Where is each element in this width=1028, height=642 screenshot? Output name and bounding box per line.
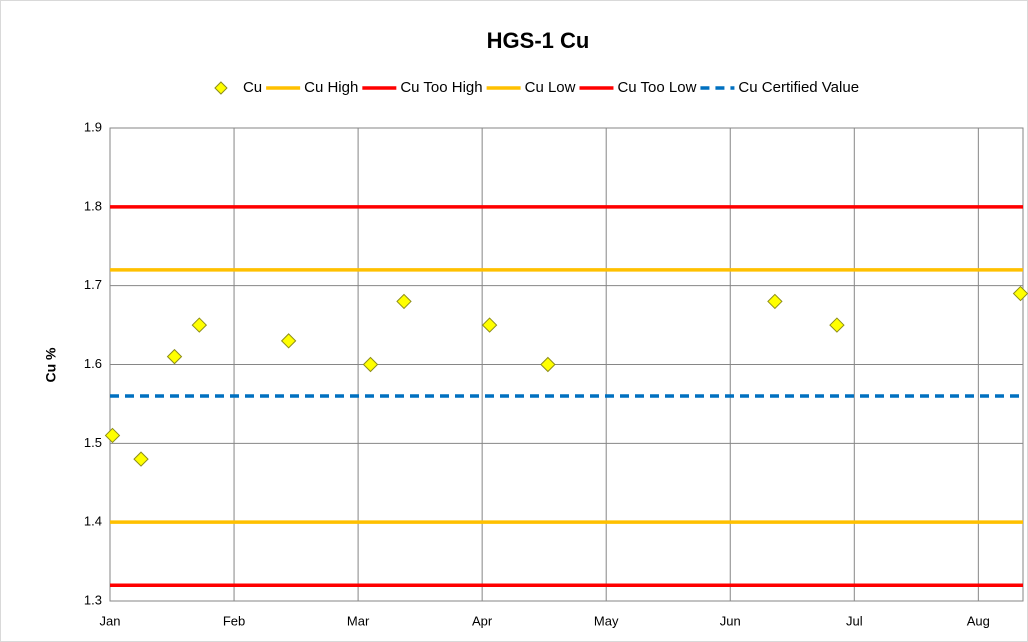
data-point <box>829 317 845 333</box>
x-tick-label: Mar <box>347 613 370 628</box>
legend-label: Cu High <box>304 79 358 96</box>
data-point <box>767 293 783 310</box>
data-point <box>191 317 208 333</box>
x-tick-label: Aug <box>967 613 990 628</box>
plot-area <box>109 127 1024 602</box>
y-tick-label: 1.3 <box>84 592 102 607</box>
data-point <box>362 356 379 373</box>
y-tick-label: 1.6 <box>84 356 102 371</box>
y-tick-label: 1.4 <box>84 514 102 529</box>
legend-label: Cu Low <box>525 79 576 96</box>
legend-label: Cu Certified Value <box>738 79 859 96</box>
data-point <box>1012 285 1028 302</box>
x-tick-label: May <box>594 613 619 628</box>
x-tick-label: Feb <box>223 613 245 628</box>
data-point <box>104 427 121 444</box>
data-point <box>481 317 498 333</box>
data-point <box>540 356 556 373</box>
x-tick-label: Apr <box>472 613 493 628</box>
y-tick-label: 1.7 <box>84 277 102 292</box>
data-point <box>280 333 297 349</box>
y-axis-label: Cu % <box>43 347 59 383</box>
y-tick-label: 1.8 <box>84 198 102 213</box>
legend-label: Cu <box>243 79 262 96</box>
legend: Cu Cu High Cu Too High Cu Low Cu Too Low Cu C… <box>214 79 859 96</box>
y-tick-label: 1.9 <box>84 119 102 134</box>
data-point <box>166 348 183 365</box>
legend-marker <box>214 81 228 95</box>
x-tick-label: Jun <box>720 613 741 628</box>
legend-label: Cu Too High <box>400 79 482 96</box>
legend-label: Cu Too Low <box>617 79 696 96</box>
chart-title: HGS-1 Cu <box>487 28 590 53</box>
x-tick-label: Jul <box>846 613 863 628</box>
data-point <box>133 451 149 467</box>
data-point <box>396 293 412 310</box>
x-tick-label: Jan <box>100 613 121 628</box>
y-tick-label: 1.5 <box>84 435 102 450</box>
